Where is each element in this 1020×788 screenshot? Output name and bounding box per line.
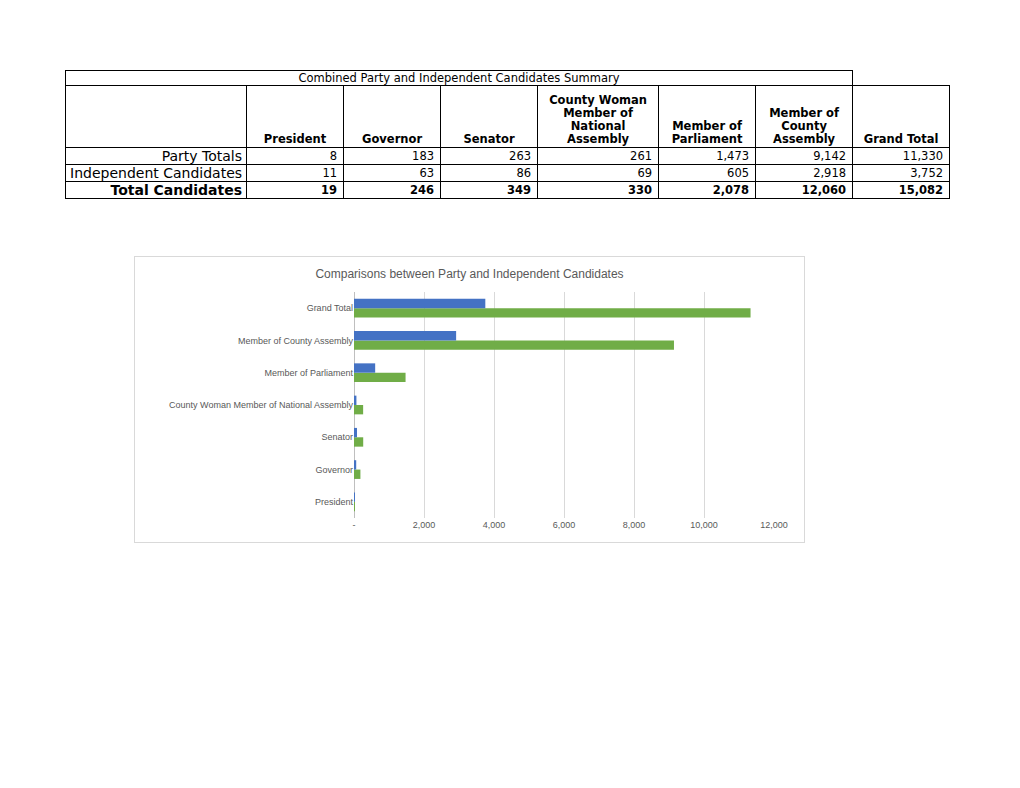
html-text:11,330: 11,330: [902, 149, 944, 163]
html-text:15,082: 15,082: [898, 183, 944, 197]
html-text:Governor: Governor: [362, 132, 423, 146]
html-text:Total Candidates: Total Candidates: [110, 182, 243, 198]
html-text:11: 11: [322, 166, 338, 180]
svg-text:2,000: 2,000: [413, 520, 436, 530]
html-text:63: 63: [419, 166, 435, 180]
html-text:349: 349: [507, 183, 532, 197]
html-text:330: 330: [628, 183, 653, 197]
html-text:Independent Candidates: Independent Candidates: [70, 165, 243, 181]
html-text:261: 261: [630, 149, 653, 163]
svg-text:Member of County Assembly: Member of County Assembly: [238, 336, 354, 346]
html-text:12,060: 12,060: [801, 183, 847, 197]
html-text:Grand Total: Grand Total: [863, 132, 939, 146]
svg-text:Grand Total: Grand Total: [307, 303, 353, 313]
html-text:183: 183: [412, 149, 435, 163]
svg-text:-: -: [353, 520, 356, 530]
html-text:3,752: 3,752: [910, 166, 944, 180]
svg-text:4,000: 4,000: [483, 520, 506, 530]
html-text:605: 605: [727, 166, 750, 180]
html-text:8: 8: [329, 149, 338, 163]
html-text:263: 263: [509, 149, 532, 163]
html-text:69: 69: [637, 166, 653, 180]
svg-text:County Woman Member of Nationa: County Woman Member of National Assembly: [169, 400, 353, 410]
svg-text:Member of Parliament: Member of Parliament: [264, 368, 353, 378]
html-text:19: 19: [321, 183, 338, 197]
svg-text:6,000: 6,000: [553, 520, 576, 530]
svg-text:President: President: [315, 497, 354, 507]
html-text:Party Totals: Party Totals: [161, 148, 243, 164]
svg-text:Governor: Governor: [315, 465, 353, 475]
svg-text:12,000: 12,000: [760, 520, 788, 530]
svg-text:Senator: Senator: [321, 432, 353, 442]
svg-text:10,000: 10,000: [690, 520, 718, 530]
html-text:Senator: Senator: [463, 132, 515, 146]
html-text:86: 86: [516, 166, 532, 180]
html-text:9,142: 9,142: [813, 149, 847, 163]
html-text:246: 246: [410, 183, 435, 197]
html-text:Member of Parliament: Member of Parliament: [671, 119, 743, 146]
html-text:Member of County Assembly: Member of County Assembly: [769, 106, 839, 146]
html-text:Combined Party and Independent: Combined Party and Independent Candidate…: [298, 71, 620, 85]
svg-text:Comparisons between Party and: Comparisons between Party and Independen…: [315, 267, 623, 281]
svg-text:8,000: 8,000: [623, 520, 646, 530]
html-text:2,918: 2,918: [813, 166, 847, 180]
html-text:1,473: 1,473: [716, 149, 750, 163]
html-text:President: President: [263, 132, 327, 146]
html-text:County Woman Member of Nationa: County Woman Member of National Assembly: [549, 93, 647, 146]
html-text:2,078: 2,078: [712, 183, 750, 197]
